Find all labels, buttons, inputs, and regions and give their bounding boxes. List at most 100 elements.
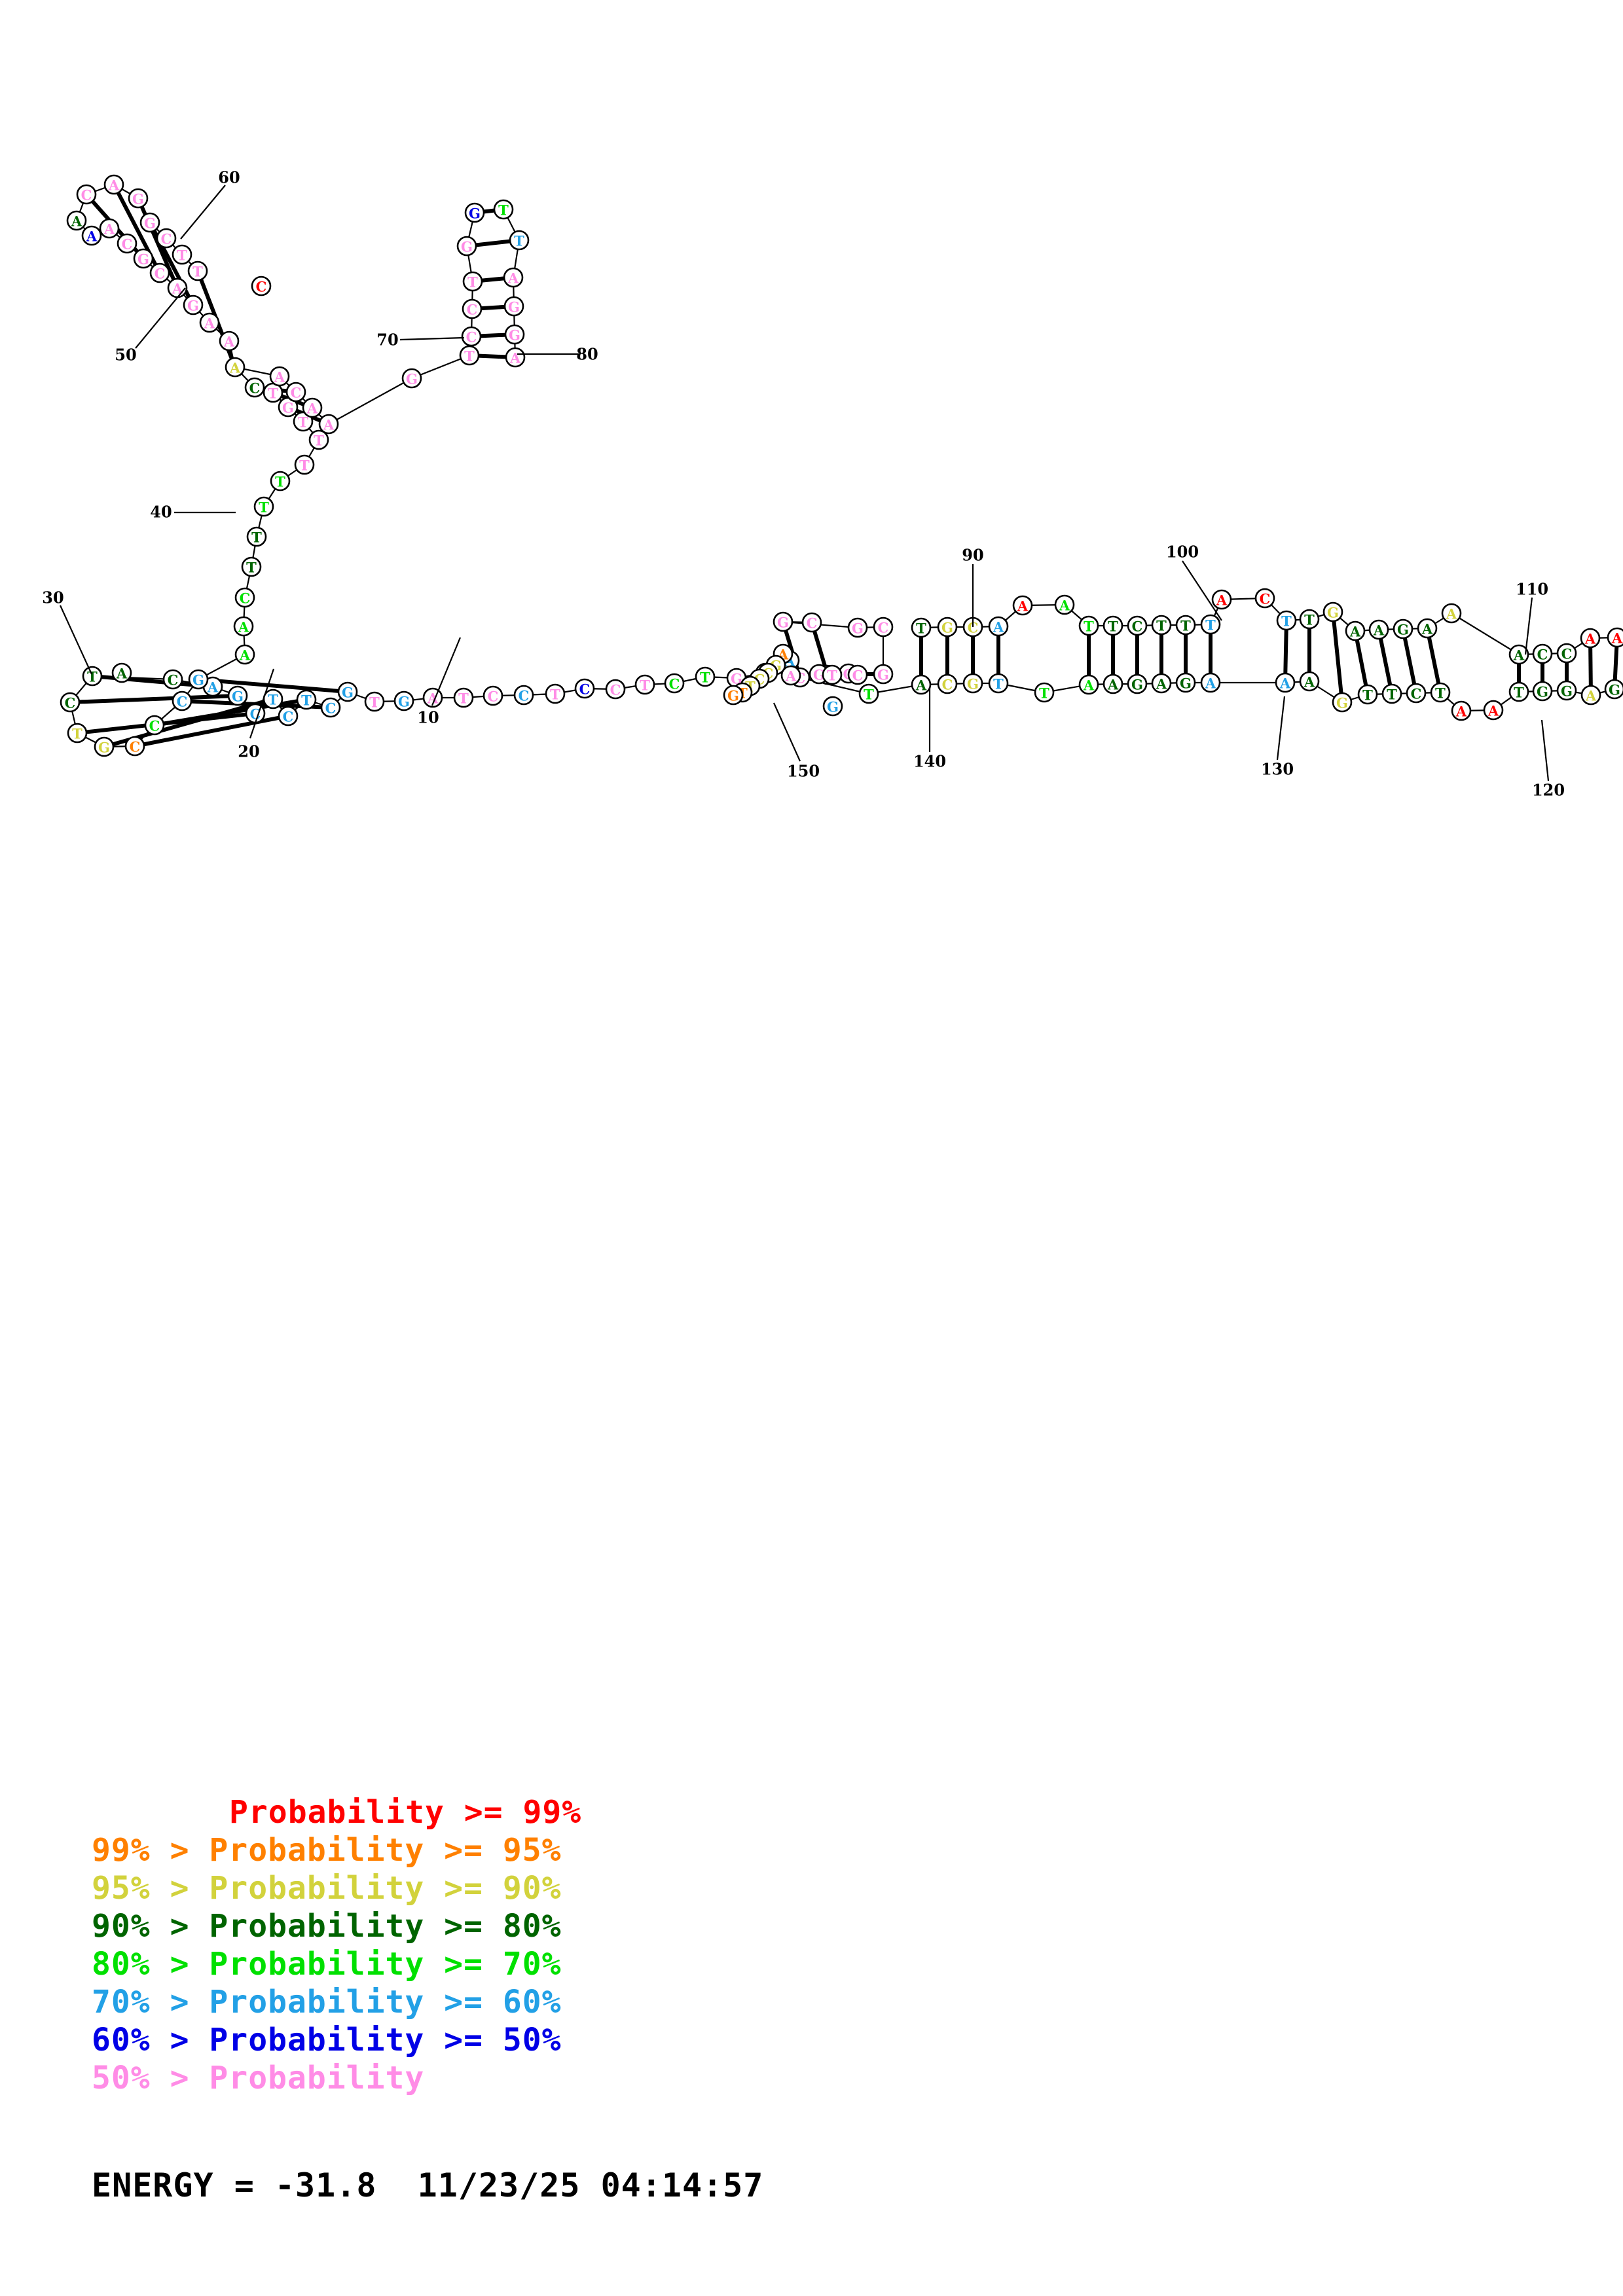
nucleotide-circle xyxy=(1556,643,1577,664)
nucleotide-letter: C xyxy=(250,706,261,723)
nucleotide-letter: C xyxy=(1260,591,1271,607)
position-label-100: 100 xyxy=(1166,543,1199,562)
nucleotide-letter: G xyxy=(1180,675,1192,692)
nucleotide-letter: G xyxy=(144,215,156,232)
nucleotide-letter: C xyxy=(488,689,499,705)
nucleotide-30: T xyxy=(82,666,103,687)
nucleotide-62: A xyxy=(66,210,87,231)
nucleotide-letter: T xyxy=(1281,613,1292,630)
nucleotide-circle xyxy=(285,382,306,403)
nucleotide-circle xyxy=(1175,615,1196,636)
nucleotide-letter: G xyxy=(469,206,481,222)
nucleotide-88: T xyxy=(911,617,932,638)
nucleotide-63: C xyxy=(76,184,97,205)
nucleotide-69: T xyxy=(187,260,208,281)
nucleotide-circle xyxy=(1299,671,1320,692)
base-pair-bond xyxy=(1425,628,1442,693)
nucleotide-letter: C xyxy=(579,681,591,698)
nucleotide-47: T xyxy=(308,429,329,450)
nucleotide-letter: T xyxy=(246,560,257,576)
nucleotide-circle xyxy=(393,691,414,711)
nucleotide-letter: A xyxy=(1349,624,1361,640)
nucleotide-136: T xyxy=(988,673,1009,694)
nucleotide-21: G xyxy=(337,681,358,702)
nucleotide-circle xyxy=(111,662,132,683)
position-tick xyxy=(135,287,186,349)
nucleotide-letter: A xyxy=(1304,674,1315,691)
nucleotide-letter: T xyxy=(1514,685,1524,701)
nucleotide-circle xyxy=(244,377,265,398)
nucleotide-84: A xyxy=(503,267,524,288)
nucleotide-letter: T xyxy=(864,687,874,703)
nucleotide-circle xyxy=(296,689,317,710)
nucleotide-circle xyxy=(988,616,1009,637)
nucleotide-59: C xyxy=(117,233,137,254)
nucleotide-letter: C xyxy=(130,739,141,755)
nucleotide-circle xyxy=(801,612,822,633)
nucleotide-circle xyxy=(187,260,208,281)
probability-legend: Probability >= 99% 99% > Probability >= … xyxy=(92,1797,877,2100)
position-labels: 10 20 30 40 50 60 70 80 90 100 110 120 130 140 150 xyxy=(42,168,1565,800)
nucleotide-65: G xyxy=(128,188,149,209)
base-pair-bond xyxy=(1353,630,1370,695)
nucleotide-17: T xyxy=(453,687,474,708)
position-label-150: 150 xyxy=(787,762,820,781)
nucleotide-letter: G xyxy=(1336,695,1348,711)
nucleotide-circle xyxy=(723,685,744,706)
nucleotide-95: T xyxy=(1103,615,1123,636)
nucleotide-78: C xyxy=(462,298,483,319)
nucleotide-67: C xyxy=(156,228,177,249)
nucleotide-97: T xyxy=(1151,615,1172,636)
nucleotide-circle xyxy=(227,685,248,706)
position-label-130: 130 xyxy=(1261,760,1294,779)
position-tick xyxy=(1524,597,1533,655)
nucleotide-103: T xyxy=(1299,609,1320,630)
nucleotide-circle xyxy=(1451,700,1472,721)
nucleotide-circle xyxy=(253,496,274,517)
nucleotide-45: T xyxy=(270,471,291,492)
nucleotide-letter: T xyxy=(298,414,308,431)
nucleotide-circle xyxy=(695,666,716,687)
nucleotide-80: G xyxy=(456,236,477,257)
nucleotide-133: A xyxy=(1103,673,1123,694)
nucleotide-letter: G xyxy=(192,672,204,689)
nucleotide-letter: A xyxy=(1059,598,1070,614)
nucleotide-circle xyxy=(1151,615,1172,636)
nucleotide-circle xyxy=(1508,681,1529,702)
nucleotide-circle xyxy=(133,248,154,269)
nucleotide-letter: A xyxy=(103,221,115,238)
nucleotide-11: T xyxy=(634,674,655,695)
backbone-link xyxy=(328,378,412,425)
nucleotide-letter: T xyxy=(268,386,278,402)
nucleotide-86: G xyxy=(504,324,525,345)
nucleotide-circle xyxy=(461,326,482,347)
nucleotide-circle xyxy=(847,617,868,638)
nucleotide-letter: A xyxy=(785,668,797,685)
base-pair-bond xyxy=(1331,611,1344,703)
nucleotide-91: A xyxy=(988,616,1009,637)
legend-row-70: 80% > Probability >= 70% xyxy=(92,1946,562,1982)
nucleotide-circle xyxy=(1322,601,1343,622)
nucleotide-154: C xyxy=(847,664,868,685)
nucleotide-137: G xyxy=(962,673,983,694)
nucleotide-139: A xyxy=(911,674,932,695)
nucleotide-letter: T xyxy=(827,668,837,684)
nucleotide-circle xyxy=(241,556,262,577)
nucleotide-99: T xyxy=(1200,614,1221,635)
nucleotide-circle xyxy=(503,296,524,317)
base-pair-bond xyxy=(134,714,289,748)
nucleotide-letter: A xyxy=(507,270,519,287)
nucleotide-circle xyxy=(1127,615,1148,636)
position-label-20: 20 xyxy=(238,742,259,761)
nucleotide-circle xyxy=(269,366,290,387)
nucleotide-letter: A xyxy=(1216,592,1228,609)
nucleotide-109: A xyxy=(1441,603,1462,624)
nucleotide-138: C xyxy=(937,673,958,694)
nucleotide-46: T xyxy=(294,454,315,475)
nucleotide-75: G xyxy=(401,368,422,389)
nucleotide-letter: G xyxy=(508,299,520,315)
nucleotide-93: A xyxy=(1054,594,1075,615)
nucleotide-letter: C xyxy=(256,279,267,295)
nucleotide-68: T xyxy=(172,244,192,265)
nucleotide-letter: G xyxy=(132,191,144,207)
